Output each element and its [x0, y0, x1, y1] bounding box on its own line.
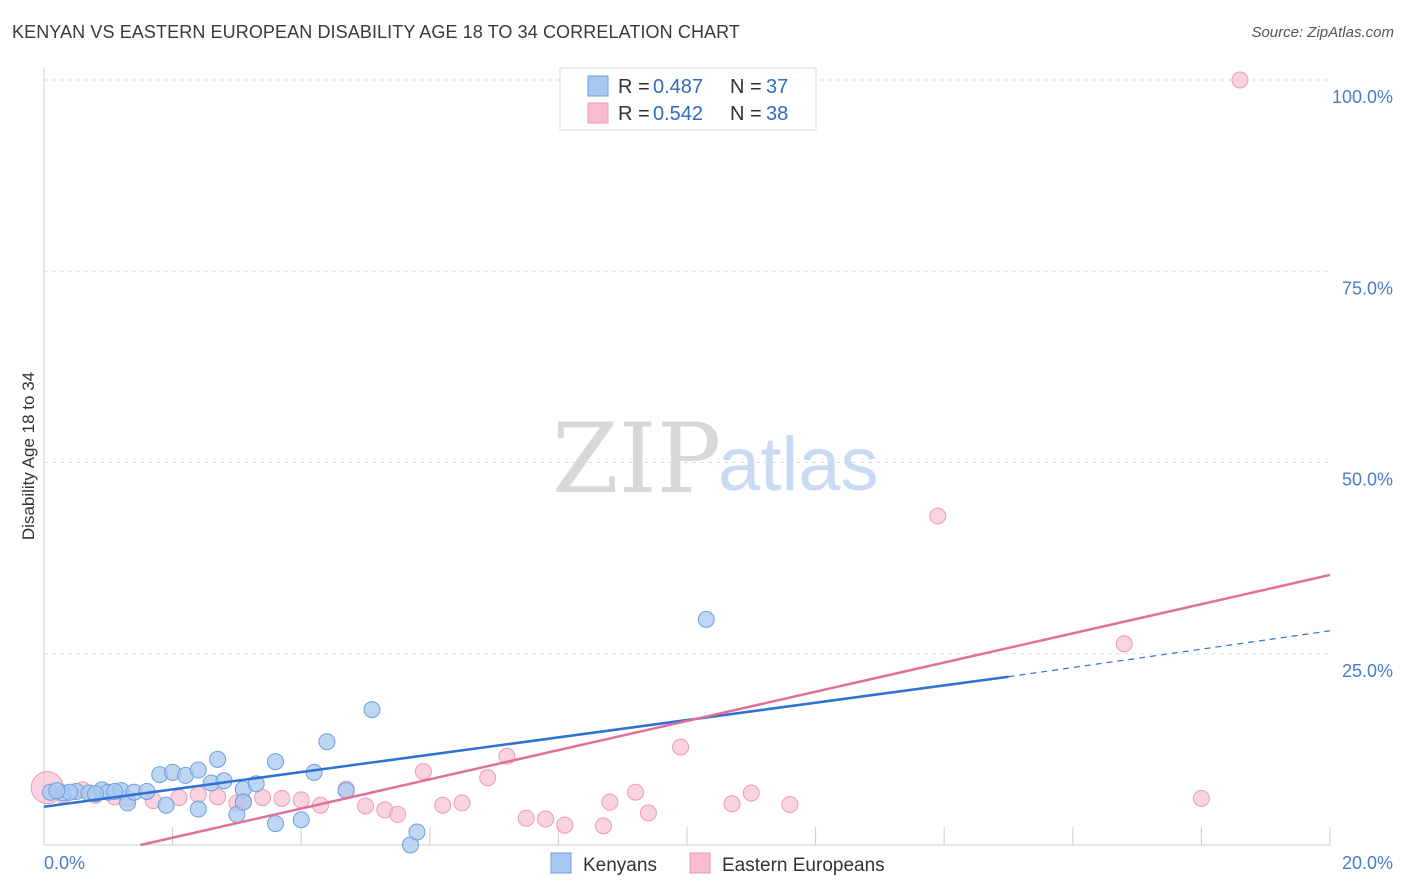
kenyan-point: [292, 811, 310, 829]
x-tick-label-0: 0.0%: [44, 853, 85, 873]
kenyan-point: [209, 750, 227, 768]
axes: [43, 68, 1330, 846]
y-tick-label-1: 50.0%: [1342, 470, 1393, 490]
kenyan-trend-line: [43, 675, 1009, 808]
bottom-legend: Kenyans Eastern Europeans: [550, 852, 885, 876]
eastern-point: [723, 795, 741, 813]
chart-title: KENYAN VS EASTERN EUROPEAN DISABILITY AG…: [12, 22, 741, 42]
top-legend: R = 0.487 N = 37 R = 0.542 N = 38: [559, 67, 817, 131]
legend-swatch-kenyan: [587, 75, 609, 97]
legend-r-value-kenyan: 0.487: [653, 76, 703, 98]
tick-labels: 25.0% 50.0% 75.0% 100.0% 0.0% 20.0%: [44, 87, 1393, 873]
eastern-point: [189, 786, 207, 804]
eastern-point: [434, 796, 452, 814]
y-tick-label-2: 75.0%: [1342, 278, 1393, 298]
kenyan-point: [189, 761, 207, 779]
eastern-point: [1192, 789, 1210, 807]
bottom-legend-swatch-eastern: [689, 852, 711, 874]
eastern-point: [357, 797, 374, 815]
kenyan-point: [48, 782, 66, 800]
bottom-legend-swatch-kenyans: [550, 852, 572, 874]
bottom-legend-eastern: Eastern Europeans: [722, 855, 885, 876]
eastern-point: [292, 791, 310, 809]
y-axis-label: Disability Age 18 to 34: [19, 372, 38, 540]
eastern-point: [414, 763, 432, 781]
kenyan-point: [697, 610, 715, 628]
eastern-point: [479, 769, 497, 787]
legend-r-label-eastern: R =: [618, 103, 650, 125]
kenyan-point: [157, 796, 175, 814]
legend-n-label-eastern: N =: [730, 103, 762, 125]
eastern-point: [254, 789, 272, 807]
legend-r-label-kenyan: R =: [618, 76, 650, 98]
kenyan-point: [363, 701, 381, 719]
kenyan-points: [41, 610, 715, 854]
legend-swatch-eastern: [587, 102, 609, 124]
eastern-point: [742, 784, 760, 802]
eastern-point: [672, 738, 690, 756]
kenyan-point: [234, 793, 252, 811]
watermark-zip: ZIP: [552, 403, 721, 515]
y-tick-label-0: 25.0%: [1342, 661, 1393, 681]
eastern-point: [556, 816, 574, 834]
eastern-point: [601, 793, 619, 811]
eastern-point: [389, 805, 407, 823]
trend-lines: [43, 573, 1331, 847]
legend-r-value-eastern: 0.542: [653, 103, 703, 125]
eastern-point: [209, 788, 227, 806]
eastern-point: [1115, 635, 1133, 653]
eastern-point: [627, 783, 645, 801]
eastern-point: [639, 804, 657, 822]
source-label: Source: ZipAtlas.com: [1251, 24, 1394, 41]
kenyan-point: [318, 733, 336, 751]
eastern-trend-line: [140, 573, 1331, 847]
kenyan-point: [266, 815, 284, 833]
eastern-point: [594, 817, 612, 835]
legend-n-label-kenyan: N =: [730, 76, 762, 98]
watermark-atlas: atlas: [718, 422, 879, 507]
eastern-point: [781, 795, 799, 813]
kenyan-point: [189, 800, 207, 818]
legend-n-value-kenyan: 37: [766, 76, 788, 98]
eastern-point: [929, 507, 947, 525]
eastern-point: [273, 789, 291, 807]
watermark: ZIP atlas: [552, 403, 879, 515]
eastern-point: [517, 809, 535, 827]
legend-n-value-eastern: 38: [766, 103, 788, 125]
y-tick-label-3: 100.0%: [1332, 87, 1393, 107]
kenyan-point: [408, 823, 426, 841]
kenyan-point: [86, 785, 104, 803]
bottom-legend-kenyans: Kenyans: [583, 855, 657, 876]
eastern-point: [537, 810, 555, 828]
eastern-point: [1231, 71, 1249, 89]
x-tick-label-1: 20.0%: [1342, 853, 1393, 873]
kenyan-point: [266, 753, 284, 771]
eastern-point: [453, 794, 471, 812]
